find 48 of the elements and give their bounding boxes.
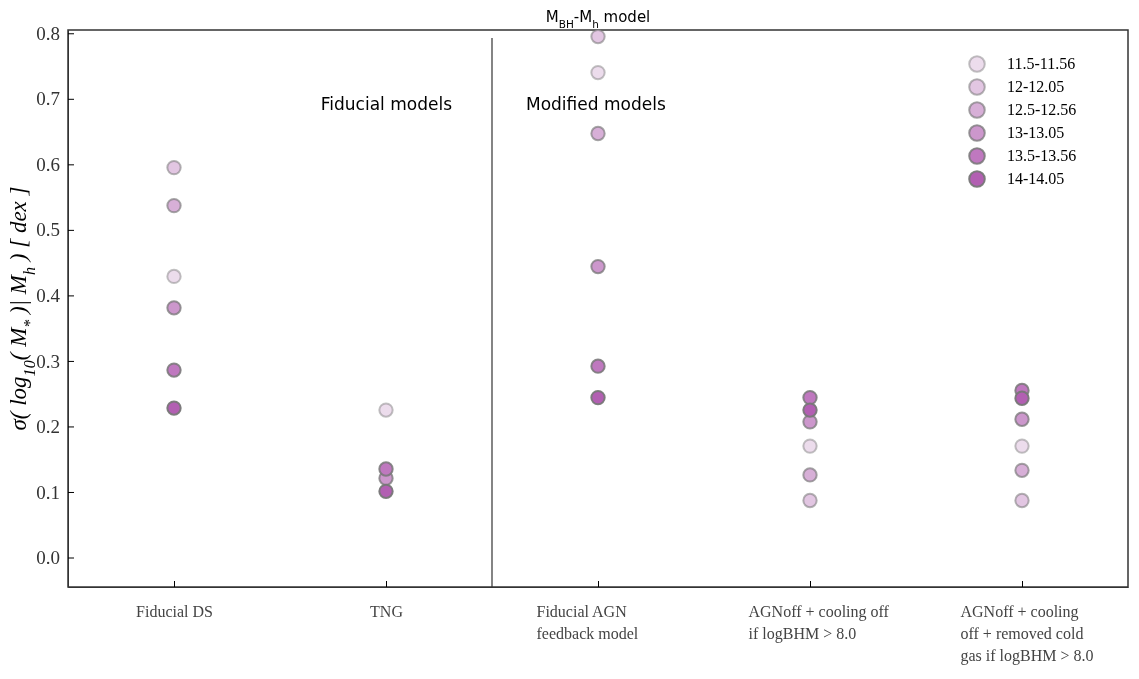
point [802,467,818,483]
annotation: Modified models [526,94,666,114]
legend-label: 12.5-12.56 [1007,101,1077,118]
y-tick-label: 0.5 [36,219,60,241]
legend-label: 11.5-11.56 [1007,55,1076,72]
legend-label: 12-12.05 [1007,78,1065,95]
point [590,125,606,142]
legend-label: 13-13.05 [1007,124,1065,141]
point [166,400,182,416]
x-tick-label: Fiducial DS [136,603,213,620]
point [1014,411,1030,427]
y-tick-label: 0.7 [36,88,60,110]
y-tick-label: 0.0 [36,547,60,569]
point [802,402,818,418]
y-tick-label: 0.2 [36,416,60,438]
x-tick-label: AGNoff + cooling off if logBHM > 8.0 [748,603,890,643]
point [166,197,182,214]
y-tick-label: 0.6 [36,153,60,175]
point [1014,390,1030,406]
point [802,438,818,454]
point [378,483,394,499]
point [802,389,818,406]
point [166,362,182,378]
y-tick-label: 0.3 [36,350,60,372]
x-tick-label: TNG [370,603,404,620]
point [590,64,606,81]
point [590,358,606,374]
point [1014,492,1030,509]
x-tick-label: Fiducial AGN feedback model [536,603,639,642]
point [1014,438,1030,454]
y-tick-label: 0.8 [36,22,60,44]
point [166,268,182,285]
point [1014,462,1030,479]
x-tick-label: AGNoff + cooling off + removed cold gas if logBHM > 8.0 [960,603,1094,665]
point [378,402,394,418]
point [802,492,818,509]
y-tick-label: 0.4 [36,284,61,306]
chart-title: M$_{BH}$-M$_{h}$ model [545,8,651,30]
point [590,28,606,45]
point [166,159,182,176]
legend-label: 13.5-13.56 [1007,147,1077,164]
point [378,461,394,477]
y-tick-label: 0.1 [36,481,60,503]
point [590,389,606,406]
point [590,258,606,275]
point [166,300,182,316]
legend-label: 14-14.05 [1007,170,1065,187]
annotation: Fiducial models [320,94,453,114]
